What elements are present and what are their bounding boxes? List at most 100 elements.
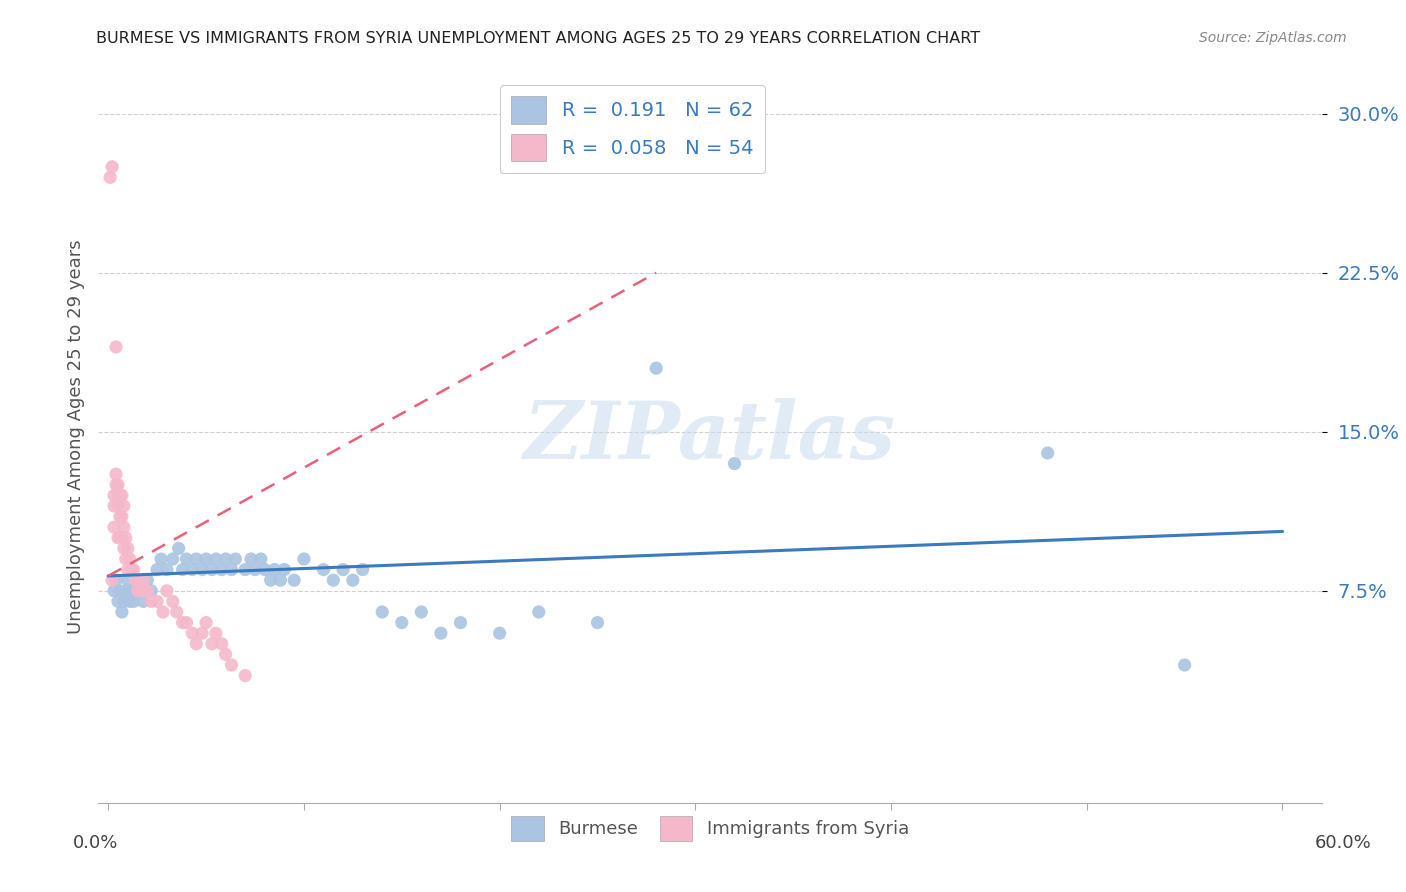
Point xyxy=(176,552,198,566)
Point xyxy=(103,488,125,502)
Text: 60.0%: 60.0% xyxy=(1315,834,1371,852)
Point xyxy=(150,552,173,566)
Point xyxy=(117,573,139,587)
Point xyxy=(112,499,135,513)
Point xyxy=(114,583,136,598)
Point xyxy=(253,563,276,577)
Point xyxy=(391,615,413,630)
Point xyxy=(723,457,745,471)
Point xyxy=(1174,658,1197,673)
Point xyxy=(114,552,136,566)
Point xyxy=(1036,446,1059,460)
Point xyxy=(342,573,364,587)
Point xyxy=(233,563,256,577)
Text: BURMESE VS IMMIGRANTS FROM SYRIA UNEMPLOYMENT AMONG AGES 25 TO 29 YEARS CORRELAT: BURMESE VS IMMIGRANTS FROM SYRIA UNEMPLO… xyxy=(96,31,980,46)
Point xyxy=(121,563,143,577)
Point xyxy=(292,552,315,566)
Point xyxy=(121,583,143,598)
Point xyxy=(101,573,124,587)
Point xyxy=(108,509,131,524)
Point xyxy=(450,615,472,630)
Point xyxy=(136,573,159,587)
Point xyxy=(124,583,146,598)
Point xyxy=(195,615,218,630)
Point xyxy=(112,520,135,534)
Point xyxy=(205,552,228,566)
Point xyxy=(141,594,163,608)
Point xyxy=(107,499,129,513)
Point xyxy=(105,477,128,491)
Point xyxy=(127,583,149,598)
Point xyxy=(181,626,204,640)
Point xyxy=(107,594,129,608)
Point xyxy=(105,467,128,482)
Point xyxy=(243,563,266,577)
Point xyxy=(214,552,236,566)
Point xyxy=(181,563,204,577)
Point xyxy=(108,488,131,502)
Point xyxy=(105,573,128,587)
Point xyxy=(233,668,256,682)
Point xyxy=(214,648,236,662)
Point xyxy=(430,626,453,640)
Text: Source: ZipAtlas.com: Source: ZipAtlas.com xyxy=(1199,31,1347,45)
Point xyxy=(195,552,218,566)
Point xyxy=(118,552,141,566)
Point xyxy=(105,340,128,354)
Point xyxy=(269,573,291,587)
Point xyxy=(141,583,163,598)
Point xyxy=(322,573,344,587)
Point xyxy=(152,605,174,619)
Point xyxy=(128,583,150,598)
Point xyxy=(122,563,145,577)
Point xyxy=(107,531,129,545)
Point xyxy=(162,594,184,608)
Point xyxy=(107,488,129,502)
Point xyxy=(98,170,121,185)
Point xyxy=(156,583,179,598)
Point xyxy=(211,637,233,651)
Point xyxy=(108,583,131,598)
Point xyxy=(186,637,208,651)
Point xyxy=(166,605,188,619)
Point xyxy=(122,594,145,608)
Point xyxy=(132,573,155,587)
Point xyxy=(172,563,194,577)
Point xyxy=(156,563,179,577)
Point xyxy=(146,594,169,608)
Point xyxy=(103,520,125,534)
Text: 0.0%: 0.0% xyxy=(73,834,118,852)
Point xyxy=(488,626,510,640)
Point xyxy=(224,552,246,566)
Point xyxy=(352,563,374,577)
Point xyxy=(127,573,149,587)
Point xyxy=(586,615,609,630)
Point xyxy=(117,563,139,577)
Point xyxy=(112,541,135,556)
Point xyxy=(250,552,273,566)
Point xyxy=(132,594,155,608)
Point xyxy=(221,563,243,577)
Point xyxy=(201,563,224,577)
Point xyxy=(283,573,305,587)
Point xyxy=(263,563,285,577)
Point xyxy=(111,509,134,524)
Point xyxy=(191,563,214,577)
Point xyxy=(146,563,169,577)
Point xyxy=(108,531,131,545)
Point xyxy=(136,583,159,598)
Point xyxy=(645,361,668,376)
Point xyxy=(273,563,295,577)
Point xyxy=(371,605,394,619)
Point xyxy=(134,583,156,598)
Point xyxy=(191,626,214,640)
Point xyxy=(162,552,184,566)
Point xyxy=(114,531,136,545)
Point xyxy=(111,605,134,619)
Point xyxy=(205,626,228,640)
Point xyxy=(312,563,335,577)
Point xyxy=(103,583,125,598)
Point xyxy=(172,615,194,630)
Point xyxy=(201,637,224,651)
Point xyxy=(240,552,263,566)
